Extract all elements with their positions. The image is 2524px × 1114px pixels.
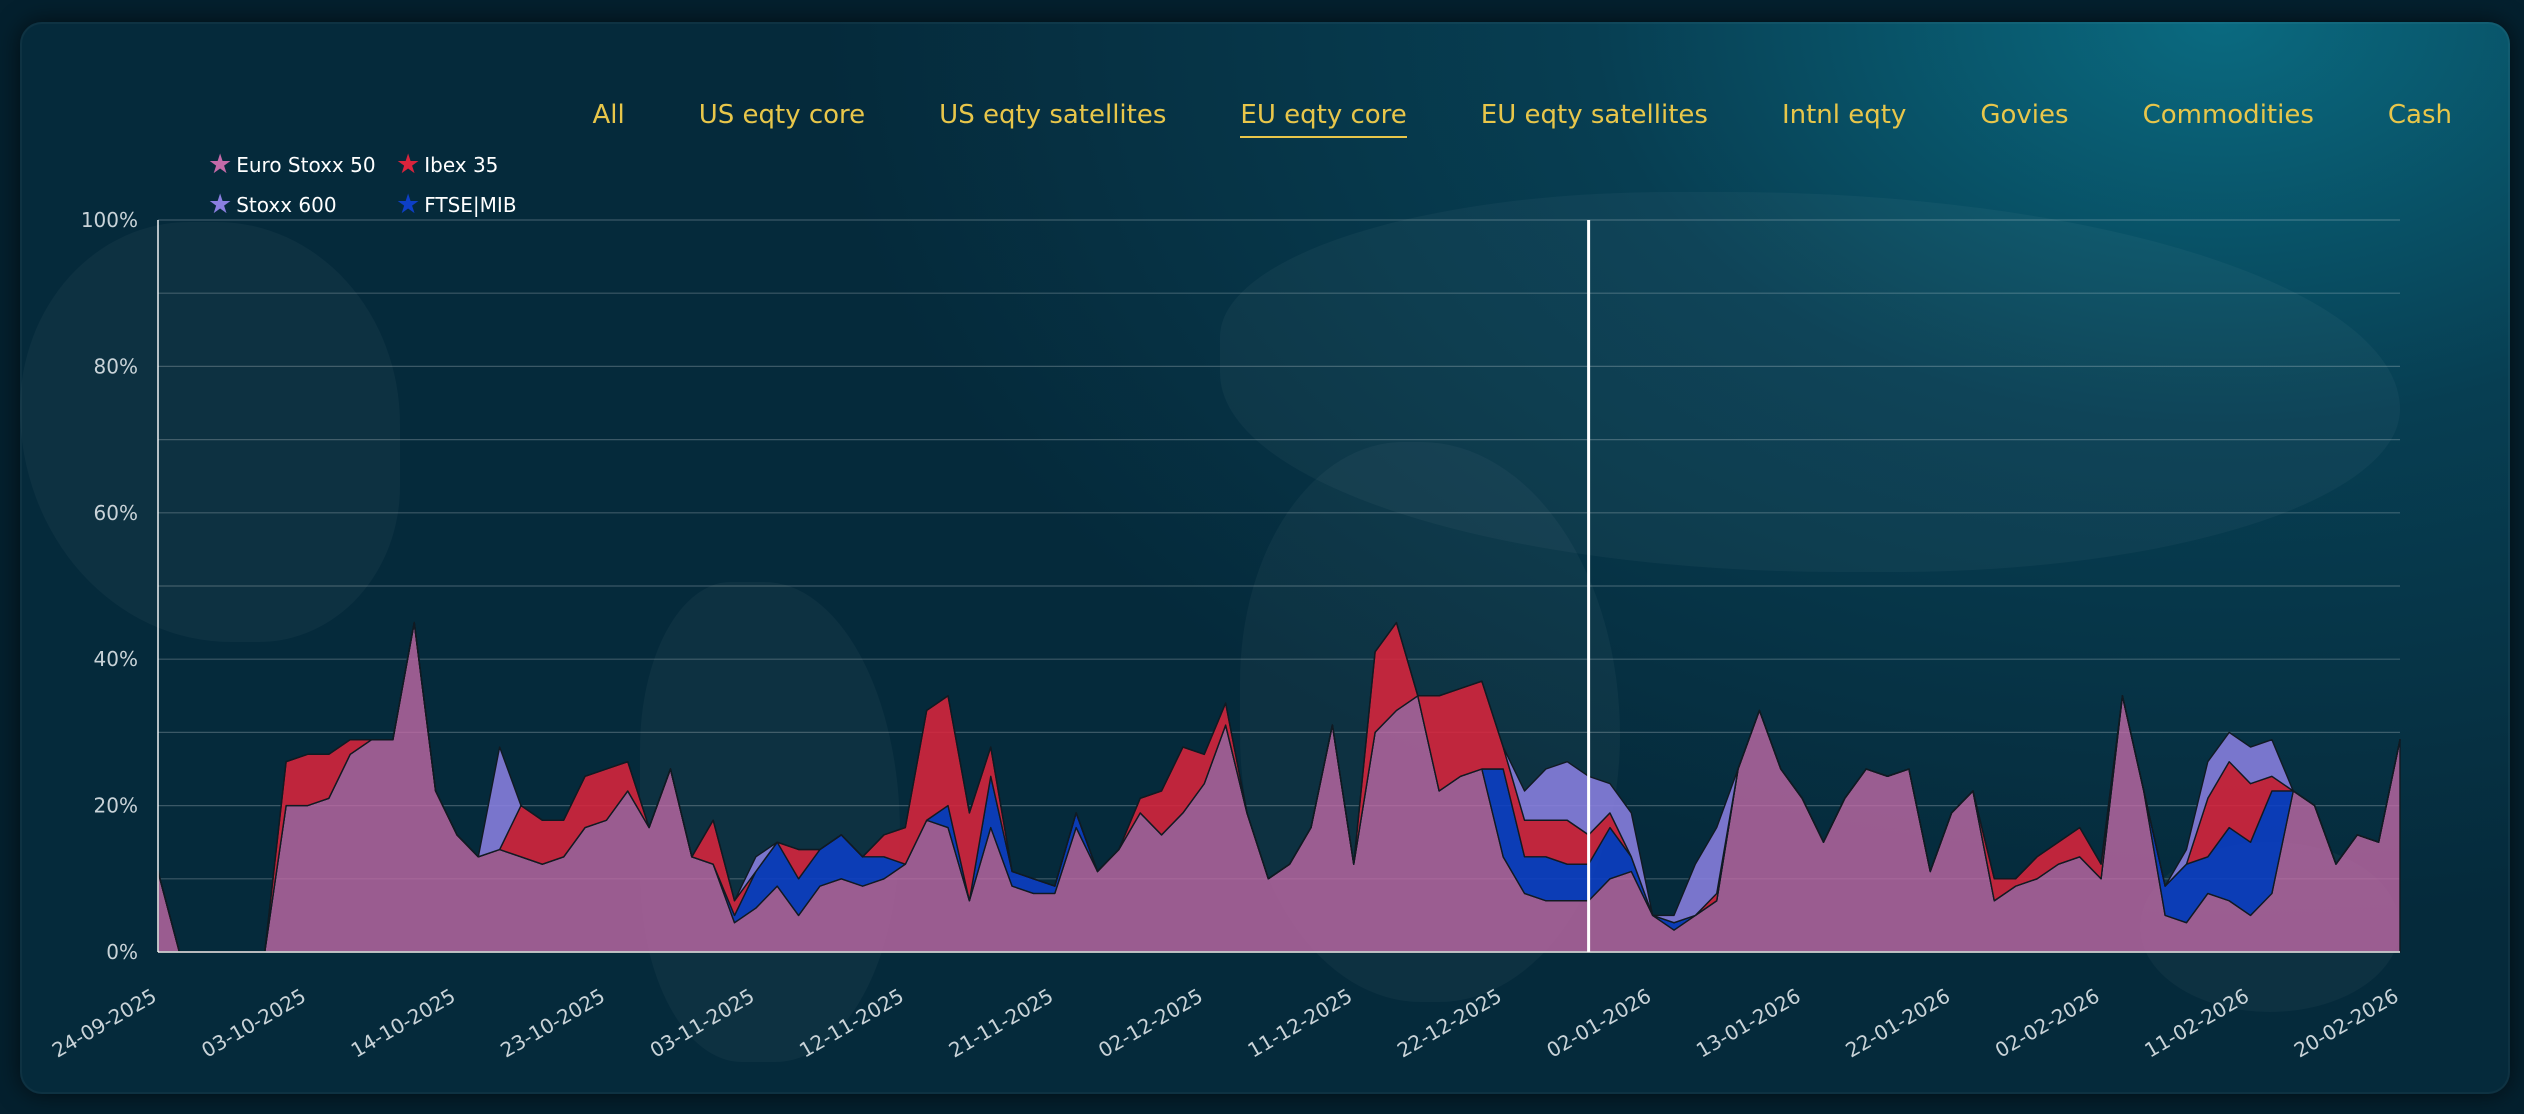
- tab-govies[interactable]: Govies: [1980, 100, 2069, 130]
- x-tick-label: 12-11-2025: [795, 984, 908, 1063]
- legend-item-ibex-35[interactable]: ★ Ibex 35: [396, 149, 546, 180]
- x-tick-label: 02-12-2025: [1094, 984, 1207, 1063]
- x-tick-label: 03-11-2025: [646, 984, 759, 1063]
- legend-item-ftse-mib[interactable]: ★ FTSE|MIB: [396, 189, 546, 220]
- tab-us-eqty-core[interactable]: US eqty core: [698, 100, 866, 130]
- x-tick-label: 11-12-2025: [1244, 984, 1357, 1063]
- x-tick-label: 11-02-2026: [2140, 984, 2253, 1063]
- y-tick-label: 60%: [94, 501, 138, 525]
- x-tick-label: 24-09-2025: [48, 984, 161, 1063]
- star-icon: ★: [396, 189, 421, 220]
- legend-item-stoxx-600[interactable]: ★ Stoxx 600: [208, 189, 396, 220]
- x-tick-label: 02-01-2026: [1543, 984, 1656, 1063]
- x-tick-label: 21-11-2025: [945, 984, 1058, 1063]
- x-tick-label: 22-01-2026: [1841, 984, 1954, 1063]
- legend-label: Euro Stoxx 50: [236, 153, 376, 177]
- y-tick-label: 20%: [94, 794, 138, 818]
- y-tick-label: 80%: [94, 354, 138, 378]
- x-tick-label: 14-10-2025: [347, 984, 460, 1063]
- tab-cash[interactable]: Cash: [2387, 100, 2452, 130]
- star-icon: ★: [208, 149, 233, 180]
- legend-label: Stoxx 600: [236, 193, 337, 217]
- legend-item-euro-stoxx-50[interactable]: ★ Euro Stoxx 50: [208, 149, 396, 180]
- y-tick-label: 40%: [94, 647, 138, 671]
- y-tick-label: 0%: [106, 940, 138, 964]
- legend-label: FTSE|MIB: [424, 193, 517, 217]
- area-stoxx-600: [157, 621, 2401, 953]
- x-tick-label: 13-01-2026: [1692, 984, 1805, 1063]
- y-tick-label: 100%: [81, 208, 138, 232]
- x-tick-label: 03-10-2025: [197, 984, 310, 1063]
- chart-legend: ★ Euro Stoxx 50 ★ Ibex 35 ★ Stoxx 600 ★ FTSE|MI…: [208, 149, 546, 220]
- tab-all[interactable]: All: [592, 100, 625, 130]
- legend-label: Ibex 35: [424, 153, 499, 177]
- category-tabs: All US eqty core US eqty satellites EU eqty…: [592, 100, 2452, 138]
- tab-commodities[interactable]: Commodities: [2142, 100, 2314, 130]
- tab-eu-eqty-core[interactable]: EU eqty core: [1240, 100, 1407, 138]
- star-icon: ★: [396, 149, 421, 180]
- x-tick-label: 02-02-2026: [1991, 984, 2104, 1063]
- x-tick-label: 23-10-2025: [496, 984, 609, 1063]
- x-tick-label: 22-12-2025: [1393, 984, 1506, 1063]
- tab-intnl-eqty[interactable]: Intnl eqty: [1781, 100, 1907, 130]
- star-icon: ★: [208, 189, 233, 220]
- x-tick-label: 20-02-2026: [2290, 984, 2403, 1063]
- tab-eu-eqty-satellites[interactable]: EU eqty satellites: [1480, 100, 1708, 130]
- tab-us-eqty-satellites[interactable]: US eqty satellites: [939, 100, 1167, 130]
